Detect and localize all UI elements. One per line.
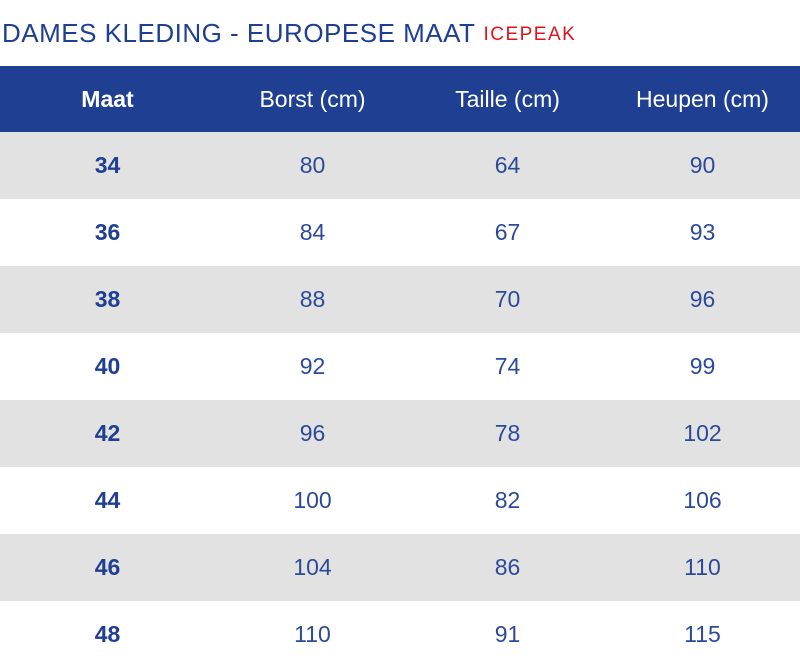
cell-taille: 82: [494, 487, 521, 513]
cell-heupen: 93: [689, 219, 716, 245]
table-row: 40 92 74 99: [0, 333, 800, 400]
cell-borst: 100: [293, 487, 332, 513]
cell-borst: 104: [293, 554, 332, 580]
column-header-borst: Borst (cm): [259, 85, 366, 112]
cell-taille: 67: [494, 219, 521, 245]
column-header-taille: Taille (cm): [455, 85, 560, 112]
table-row: 48 110 91 115: [0, 601, 800, 668]
cell-maat: 34: [94, 152, 121, 178]
cell-borst: 110: [294, 621, 331, 647]
cell-borst: 88: [299, 286, 326, 312]
cell-heupen: 106: [683, 487, 722, 513]
table-row: 46 104 86 110: [0, 534, 800, 601]
cell-taille: 78: [494, 420, 521, 446]
cell-heupen: 102: [683, 420, 722, 446]
cell-borst: 80: [299, 152, 326, 178]
cell-taille: 74: [494, 353, 521, 379]
cell-maat: 48: [94, 621, 121, 647]
table-row: 42 96 78 102: [0, 400, 800, 467]
cell-maat: 42: [94, 420, 121, 446]
cell-heupen: 96: [689, 286, 716, 312]
brand-label: ICEPEAK: [483, 24, 577, 45]
cell-borst: 84: [299, 219, 326, 245]
cell-maat: 44: [94, 487, 121, 513]
cell-heupen: 99: [689, 353, 716, 379]
cell-taille: 64: [494, 152, 521, 178]
size-chart-table: Maat Borst (cm) Taille (cm) Heupen (cm) …: [0, 66, 800, 668]
page-title: DAMES KLEDING - EUROPESE MAAT: [2, 17, 476, 48]
cell-heupen: 115: [684, 621, 721, 647]
table-row: 34 80 64 90: [0, 132, 800, 199]
cell-maat: 40: [94, 353, 121, 379]
cell-borst: 92: [299, 353, 326, 379]
table-row: 44 100 82 106: [0, 467, 800, 534]
column-header-heupen: Heupen (cm): [636, 85, 769, 112]
column-header-maat: Maat: [81, 85, 134, 112]
cell-taille: 70: [494, 286, 521, 312]
table-header-row: Maat Borst (cm) Taille (cm) Heupen (cm): [0, 66, 800, 132]
cell-maat: 36: [94, 219, 121, 245]
cell-taille: 91: [494, 621, 521, 647]
cell-borst: 96: [299, 420, 326, 446]
table-row: 36 84 67 93: [0, 199, 800, 266]
cell-heupen: 110: [684, 554, 721, 580]
cell-heupen: 90: [689, 152, 716, 178]
cell-maat: 46: [94, 554, 121, 580]
table-row: 38 88 70 96: [0, 266, 800, 333]
cell-taille: 86: [494, 554, 521, 580]
cell-maat: 38: [94, 286, 121, 312]
title-bar: DAMES KLEDING - EUROPESE MAAT ICEPEAK: [0, 0, 800, 66]
